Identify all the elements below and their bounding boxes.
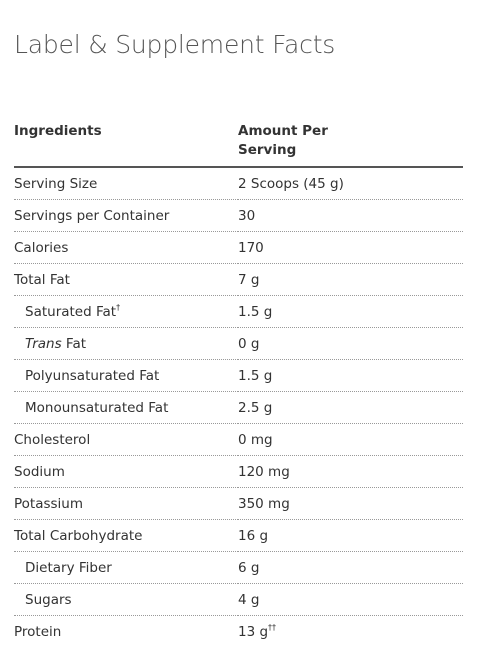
row-trans-fat-label: Trans Fat [14,327,238,360]
amount-per-serving-header: Amount Per Serving [238,120,463,168]
row-dietary-fiber-amount: 6 g [238,551,463,584]
row-polyunsaturated-fat-label: Polyunsaturated Fat [14,359,238,392]
row-total-fat-label: Total Fat [14,263,238,296]
trans-fat-text: Fat [61,335,87,352]
dagger-footnote-mark: † [116,302,121,312]
protein-amount-text: 13 g [238,623,269,640]
row-serving-size-label: Serving Size [14,167,238,200]
table-header-row: Ingredients Amount Per Serving [14,120,463,168]
double-dagger-footnote-mark: †† [268,622,277,632]
row-total-carbohydrate-label: Total Carbohydrate [14,519,238,552]
table-row: Servings per Container 30 [14,199,463,232]
row-monounsaturated-fat-amount: 2.5 g [238,391,463,424]
table-row: Dietary Fiber 6 g [14,551,463,584]
table-row: Sugars 4 g [14,583,463,616]
table-row: Total Carbohydrate 16 g [14,519,463,552]
table-row: Potassium 350 mg [14,487,463,520]
row-calories-amount: 170 [238,231,463,264]
row-potassium-label: Potassium [14,487,238,520]
amount-header-line-1: Amount Per [238,123,328,139]
table-row: Total Fat 7 g [14,263,463,296]
table-row: Sodium 120 mg [14,455,463,488]
ingredients-header: Ingredients [14,120,238,168]
row-trans-fat-amount: 0 g [238,327,463,360]
row-sugars-label: Sugars [14,583,238,616]
row-saturated-fat-label: Saturated Fat† [14,295,238,328]
row-potassium-amount: 350 mg [238,487,463,520]
table-row: Cholesterol 0 mg [14,423,463,456]
row-total-carbohydrate-amount: 16 g [238,519,463,552]
row-sugars-amount: 4 g [238,583,463,616]
table-row: Polyunsaturated Fat 1.5 g [14,359,463,392]
row-servings-per-container-label: Servings per Container [14,199,238,232]
row-monounsaturated-fat-label: Monounsaturated Fat [14,391,238,424]
page-title: Label & Supplement Facts [14,30,336,59]
table-row: Serving Size 2 Scoops (45 g) [14,167,463,200]
row-protein-label: Protein [14,623,62,640]
row-cholesterol-amount: 0 mg [238,423,463,456]
row-calories-label: Calories [14,231,238,264]
row-dietary-fiber-label: Dietary Fiber [14,551,238,584]
table-row: Protein 13 g†† [14,616,463,648]
amount-header-line-2: Serving [238,142,297,158]
saturated-fat-text: Saturated Fat [25,303,117,320]
row-total-fat-amount: 7 g [238,263,463,296]
table-row: Monounsaturated Fat 2.5 g [14,391,463,424]
row-sodium-amount: 120 mg [238,455,463,488]
row-cholesterol-label: Cholesterol [14,423,238,456]
row-sodium-label: Sodium [14,455,238,488]
row-protein-amount: 13 g†† [238,616,463,648]
table-row: Calories 170 [14,231,463,264]
row-servings-per-container-amount: 30 [238,199,463,232]
row-serving-size-amount: 2 Scoops (45 g) [238,167,463,200]
row-saturated-fat-amount: 1.5 g [238,295,463,328]
row-polyunsaturated-fat-amount: 1.5 g [238,359,463,392]
supplement-facts-table: Ingredients Amount Per Serving Serving Si… [14,120,463,647]
table-row: Saturated Fat† 1.5 g [14,295,463,328]
table-row: Trans Fat 0 g [14,327,463,360]
trans-italic-text: Trans [25,335,62,352]
